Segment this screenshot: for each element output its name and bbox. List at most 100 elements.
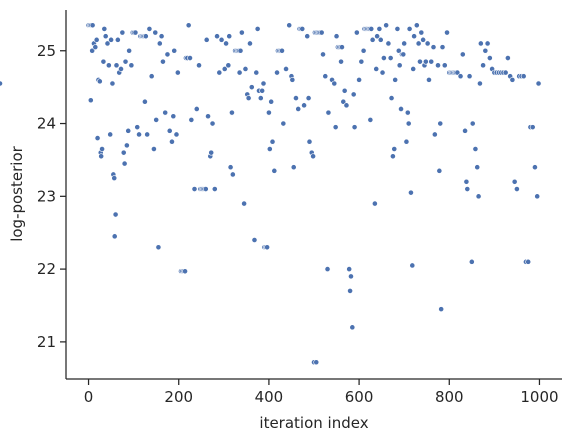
point xyxy=(105,62,112,69)
point xyxy=(100,58,107,65)
point xyxy=(293,95,299,101)
point xyxy=(254,26,261,32)
point xyxy=(218,36,225,43)
point xyxy=(274,69,280,76)
x-tick-label: 400 xyxy=(255,388,284,406)
point xyxy=(208,149,215,156)
point xyxy=(301,102,307,109)
point xyxy=(369,36,376,43)
point xyxy=(174,69,181,76)
point xyxy=(295,106,302,112)
point xyxy=(225,62,232,69)
point xyxy=(104,40,111,47)
point xyxy=(511,178,518,185)
point xyxy=(349,324,356,331)
point xyxy=(205,113,211,120)
point xyxy=(122,58,129,65)
point xyxy=(99,146,105,152)
point xyxy=(340,98,347,105)
point xyxy=(237,47,244,54)
x-tick-label: 600 xyxy=(345,388,374,406)
point xyxy=(96,78,103,85)
point xyxy=(89,22,96,29)
point xyxy=(532,164,538,171)
point xyxy=(388,95,395,101)
point xyxy=(0,80,3,87)
point xyxy=(404,109,411,116)
y-axis-label: log-posterior xyxy=(8,145,26,241)
point xyxy=(383,22,390,29)
point xyxy=(391,146,398,152)
point xyxy=(107,131,114,138)
point xyxy=(332,124,339,131)
point xyxy=(347,288,353,294)
point xyxy=(245,95,252,101)
point xyxy=(360,47,367,54)
point xyxy=(214,33,220,40)
point xyxy=(114,36,121,43)
point xyxy=(441,62,448,69)
point xyxy=(136,131,142,138)
point xyxy=(160,58,166,65)
point xyxy=(466,73,473,80)
point xyxy=(377,36,384,43)
point xyxy=(191,186,198,192)
point xyxy=(464,186,471,192)
point xyxy=(462,127,468,134)
point xyxy=(111,175,118,182)
point xyxy=(121,160,128,167)
point xyxy=(247,40,253,47)
point xyxy=(98,153,105,160)
point xyxy=(403,138,410,145)
point xyxy=(271,167,278,174)
point xyxy=(128,62,135,69)
point xyxy=(119,29,126,36)
point xyxy=(289,76,296,83)
point xyxy=(279,47,285,54)
point xyxy=(112,211,119,218)
point xyxy=(164,51,171,58)
point xyxy=(313,359,320,366)
point xyxy=(348,273,354,280)
point xyxy=(132,29,139,36)
point xyxy=(406,26,413,32)
point xyxy=(170,113,177,120)
point xyxy=(211,186,218,192)
point xyxy=(469,120,476,127)
point xyxy=(535,80,542,87)
point xyxy=(474,164,481,171)
point xyxy=(182,268,188,275)
point xyxy=(320,51,326,58)
point xyxy=(343,102,350,109)
point xyxy=(134,124,141,131)
point xyxy=(193,106,200,112)
point xyxy=(438,306,445,313)
x-axis-label: iteration index xyxy=(259,414,368,432)
point xyxy=(318,29,325,36)
point xyxy=(422,58,429,65)
point xyxy=(367,116,374,123)
point xyxy=(435,62,441,69)
point xyxy=(486,55,493,61)
point xyxy=(437,120,444,127)
point xyxy=(428,58,435,65)
point xyxy=(475,193,482,200)
point xyxy=(431,131,438,138)
point xyxy=(125,127,132,134)
point xyxy=(209,120,216,127)
point xyxy=(390,153,396,160)
point xyxy=(380,55,387,61)
point xyxy=(223,40,229,47)
point xyxy=(226,33,233,40)
point xyxy=(216,69,223,76)
point xyxy=(266,109,272,116)
point xyxy=(374,33,381,40)
point xyxy=(477,80,483,87)
point xyxy=(241,200,248,207)
point xyxy=(502,69,509,76)
point xyxy=(379,69,386,76)
point xyxy=(415,40,422,47)
point xyxy=(331,80,338,87)
point xyxy=(351,124,358,131)
point xyxy=(151,146,157,152)
